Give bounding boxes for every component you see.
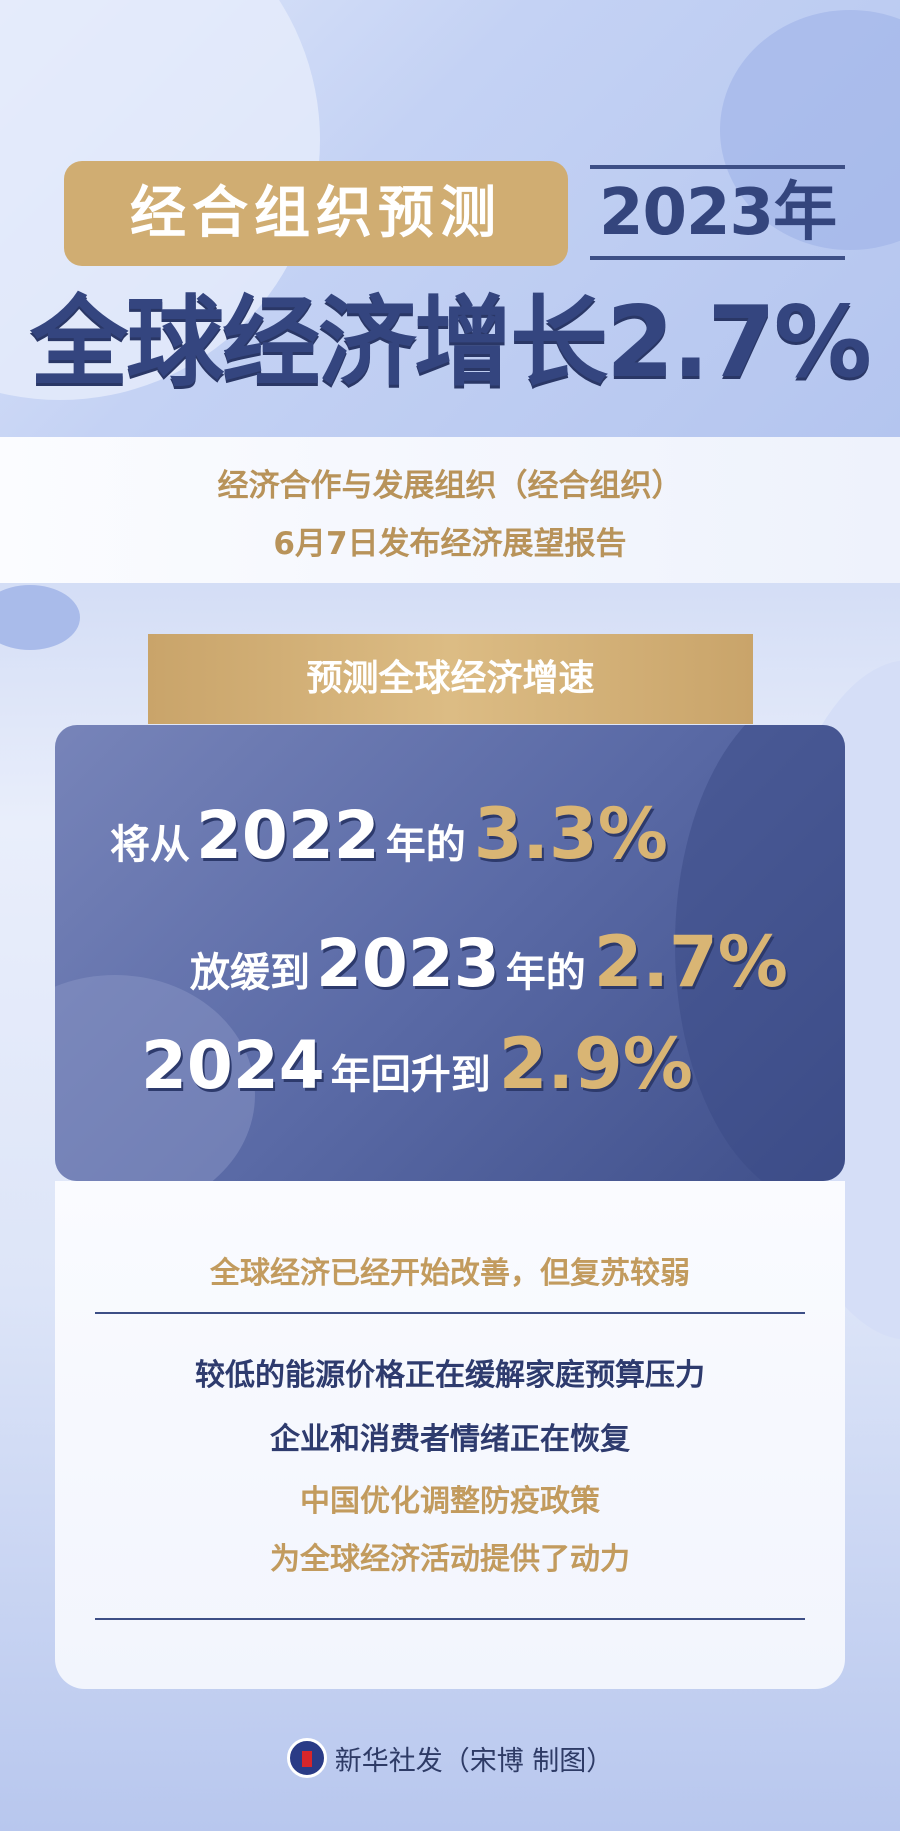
headline: 全球经济增长2.7%	[30, 286, 872, 400]
row-mid: 年的	[505, 950, 586, 996]
row-prefix: 放缓到	[190, 950, 310, 996]
note-point: 较低的能源价格正在缓解家庭预算压力	[195, 1358, 705, 1393]
intro-band	[0, 437, 900, 583]
notes-summary: 全球经济已经开始改善，但复苏较弱	[210, 1256, 690, 1291]
forecast-row-2023: 放缓到 2023 年的 2.7%	[190, 921, 788, 1003]
note-point: 中国优化调整防疫政策	[300, 1484, 600, 1519]
forecast-row-2022: 将从 2022 年的 3.3%	[110, 793, 668, 875]
row-year: 2024	[141, 1027, 325, 1104]
row-value: 2.7%	[593, 921, 788, 1003]
note-point: 为全球经济活动提供了动力	[270, 1542, 630, 1577]
forecast-title: 预测全球经济增速	[148, 634, 753, 724]
row-value: 2.9%	[498, 1023, 693, 1105]
forecast-card: 将从 2022 年的 3.3% 放缓到 2023 年的 2.7% 2024 年回…	[55, 725, 845, 1181]
row-mid: 年回升到	[330, 1052, 491, 1098]
row-year: 2022	[196, 797, 380, 874]
xinhua-logo-icon	[286, 1738, 327, 1778]
forecast-row-2024: 2024 年回升到 2.9%	[135, 1023, 693, 1105]
intro-line-2: 6月7日发布经济展望报告	[273, 526, 627, 562]
divider	[95, 1618, 805, 1620]
note-point: 企业和消费者情绪正在恢复	[270, 1422, 630, 1457]
divider	[95, 1312, 805, 1314]
org-forecast-label: 经合组织预测	[64, 161, 568, 266]
row-value: 3.3%	[473, 793, 668, 875]
row-year: 2023	[316, 925, 500, 1002]
footer: 新华社发（宋博 制图）	[0, 1738, 900, 1778]
row-prefix: 将从	[110, 822, 190, 868]
intro-line-1: 经济合作与发展组织（经合组织）	[217, 468, 683, 504]
row-mid: 年的	[385, 822, 466, 868]
footer-credit: 新华社发（宋博 制图）	[334, 1745, 614, 1777]
notes-card	[55, 1181, 845, 1689]
year-label: 2023年	[590, 165, 845, 260]
